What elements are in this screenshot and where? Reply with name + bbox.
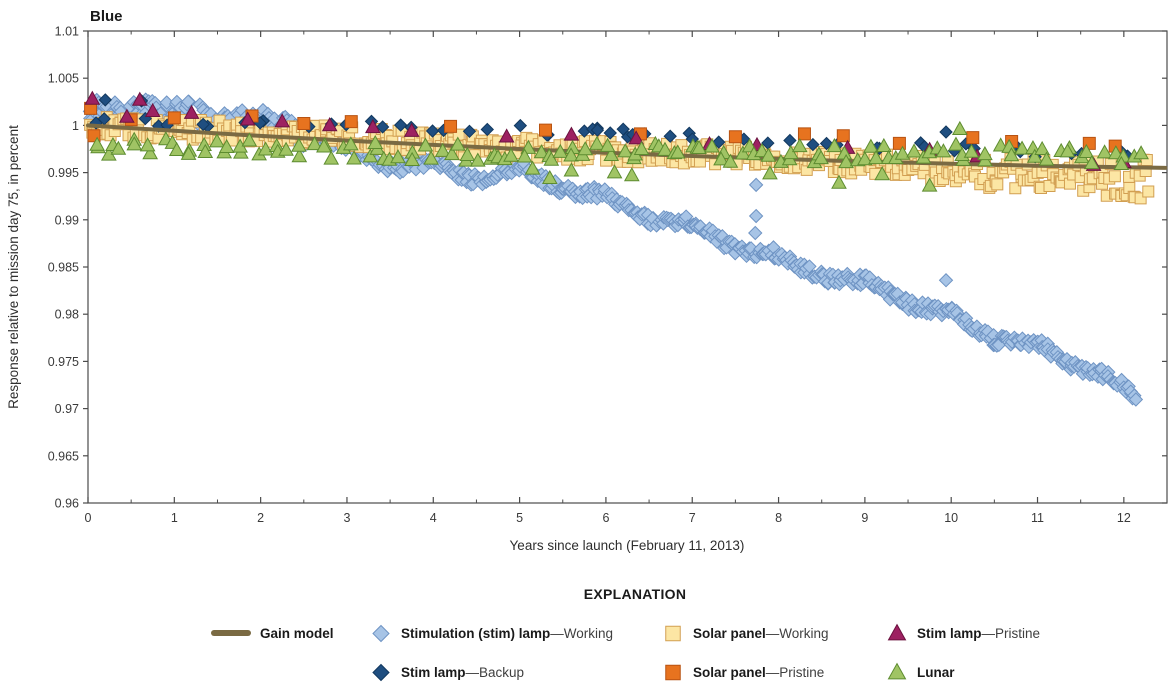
svg-text:1: 1 (72, 119, 79, 133)
svg-text:0.97: 0.97 (55, 402, 79, 416)
svg-text:0.96: 0.96 (55, 497, 79, 511)
green-triangle-swatch (886, 662, 908, 682)
maroon-triangle-swatch (886, 623, 908, 643)
legend-item-lunar: Lunar (886, 660, 955, 684)
gain-model-line-swatch (211, 623, 251, 643)
svg-text:0: 0 (85, 511, 92, 525)
svg-text:0.995: 0.995 (48, 166, 79, 180)
legend-title: EXPLANATION (583, 586, 687, 602)
svg-text:2: 2 (257, 511, 264, 525)
legend-item-stim-lamp-backup: Stim lamp—Backup (370, 660, 524, 684)
legend-label-lunar: Lunar (917, 664, 955, 680)
chart-title: Blue (90, 8, 123, 25)
svg-text:1.005: 1.005 (48, 72, 79, 86)
svg-text:4: 4 (430, 511, 437, 525)
svg-text:1: 1 (171, 511, 178, 525)
response-degradation-chart: Blue Response relative to mission day 75… (6, 8, 1168, 553)
legend-label-gain-model: Gain model (260, 625, 334, 641)
series-lunar (89, 120, 1149, 192)
legend-label-stim-lamp-backup: Stim lamp—Backup (401, 664, 525, 680)
legend-label-solar-panel-pristine: Solar panel—Pristine (693, 664, 825, 680)
svg-text:0.99: 0.99 (55, 213, 79, 227)
legend-label-stim-lamp-working: Stimulation (stim) lamp—Working (401, 625, 614, 641)
data-points (82, 90, 1168, 407)
legend-label-stim-lamp-pristine: Stim lamp—Pristine (917, 625, 1041, 641)
svg-text:0.975: 0.975 (48, 355, 79, 369)
legend-item-gain-model: Gain model (211, 621, 334, 645)
light-blue-diamond-swatch (370, 623, 392, 643)
svg-text:12: 12 (1117, 511, 1131, 525)
svg-text:0.98: 0.98 (55, 308, 79, 322)
x-axis-label: Years since launch (February 11, 2013) (510, 538, 745, 553)
svg-text:10: 10 (944, 511, 958, 525)
legend-label-solar-panel-working: Solar panel—Working (693, 625, 829, 641)
svg-text:5: 5 (516, 511, 523, 525)
svg-text:0.985: 0.985 (48, 261, 79, 275)
y-axis-label: Response relative to mission day 75, in … (6, 125, 21, 409)
legend-item-stim-lamp-working: Stimulation (stim) lamp—Working (370, 621, 613, 645)
svg-text:1.01: 1.01 (55, 25, 79, 39)
navy-diamond-swatch (370, 662, 392, 682)
yellow-square-swatch (662, 623, 684, 643)
svg-text:3: 3 (343, 511, 350, 525)
svg-text:7: 7 (689, 511, 696, 525)
orange-square-swatch (662, 662, 684, 682)
svg-text:9: 9 (861, 511, 868, 525)
legend-item-solar-panel-pristine: Solar panel—Pristine (662, 660, 824, 684)
axes: 0.96 0.965 0.97 0.975 0.98 0.985 0.99 0.995 1 1.0… (48, 25, 1168, 525)
svg-text:6: 6 (602, 511, 609, 525)
svg-text:8: 8 (775, 511, 782, 525)
legend-item-solar-panel-working: Solar panel—Working (662, 621, 829, 645)
svg-text:0.965: 0.965 (48, 449, 79, 463)
svg-text:11: 11 (1031, 511, 1044, 525)
legend-item-stim-lamp-pristine: Stim lamp—Pristine (886, 621, 1040, 645)
